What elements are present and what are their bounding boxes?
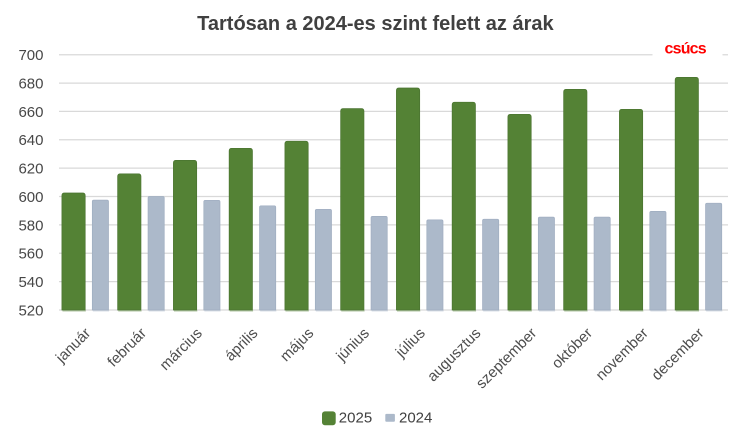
- svg-text:680: 680: [18, 75, 43, 92]
- svg-text:540: 540: [18, 274, 43, 291]
- svg-text:700: 700: [18, 47, 43, 64]
- svg-text:640: 640: [18, 132, 43, 149]
- svg-text:520: 520: [18, 302, 43, 319]
- svg-text:csúcs: csúcs: [665, 41, 707, 58]
- svg-text:2025: 2025: [339, 410, 372, 427]
- svg-text:620: 620: [18, 161, 43, 178]
- svg-text:600: 600: [18, 189, 43, 206]
- svg-text:2024: 2024: [399, 410, 432, 427]
- svg-text:560: 560: [18, 246, 43, 263]
- svg-text:Tartósan a 2024-es szint felet: Tartósan a 2024-es szint felett az árak: [197, 13, 554, 35]
- svg-text:660: 660: [18, 104, 43, 121]
- svg-text:580: 580: [18, 217, 43, 234]
